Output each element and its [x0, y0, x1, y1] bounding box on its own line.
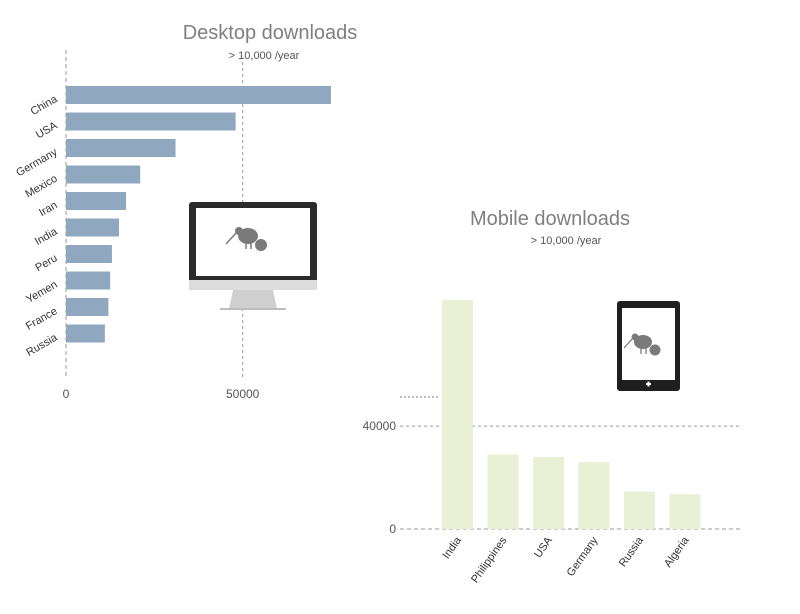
desktop-bar-france — [66, 298, 109, 316]
mobile-category-label: India — [440, 534, 464, 561]
tablet-kiwi-icon — [617, 301, 680, 391]
desktop-category-label: Russia — [24, 331, 60, 359]
desktop-category-label: Mexico — [23, 173, 59, 201]
desktop-bar-russia — [66, 324, 105, 343]
desktop-category-label: Peru — [33, 252, 59, 274]
desktop-chart-subtitle: > 10,000 /year — [229, 50, 300, 62]
desktop-bar-yemen — [66, 271, 111, 290]
mobile-category-label: Germany — [565, 534, 601, 578]
desktop-x-tick-label: 0 — [63, 387, 70, 401]
desktop-category-label: USA — [34, 119, 60, 141]
desktop-category-label: Yemen — [24, 279, 59, 306]
desktop-bar-germany — [66, 139, 176, 157]
mobile-category-label: USA — [532, 534, 555, 560]
mobile-bar-russia — [624, 491, 655, 529]
mobile-category-label: Algeria — [662, 534, 692, 570]
desktop-monitor-kiwi-icon — [189, 202, 317, 310]
desktop-bar-iran — [66, 192, 127, 210]
mobile-category-label: Russia — [617, 534, 647, 569]
desktop-bar-china — [66, 86, 331, 104]
desktop-x-tick-label: 50000 — [226, 387, 260, 401]
desktop-category-label: Iran — [37, 199, 59, 219]
desktop-bar-usa — [66, 112, 236, 131]
mobile-bar-germany — [578, 462, 610, 529]
desktop-category-label: India — [33, 225, 60, 248]
desktop-bar-peru — [66, 245, 112, 263]
desktop-category-label: France — [24, 305, 60, 333]
desktop-chart-title: Desktop downloads — [183, 22, 358, 44]
mobile-bar-algeria — [669, 494, 701, 529]
desktop-downloads-chart: Desktop downloads > 10,000 /year ChinaUS… — [14, 22, 357, 401]
mobile-category-label: Philippines — [469, 534, 510, 585]
mobile-downloads-chart: Mobile downloads > 10,000 /year India Phi… — [363, 208, 742, 585]
mobile-y-tick-label: 40000 — [363, 419, 397, 433]
mobile-bar-usa — [533, 456, 564, 529]
mobile-bar-philippines — [487, 454, 519, 529]
desktop-bar-india — [66, 218, 119, 237]
mobile-y-tick-label: 0 — [389, 522, 396, 536]
desktop-bar-mexico — [66, 165, 141, 184]
mobile-chart-title: Mobile downloads — [470, 208, 630, 230]
desktop-category-label: China — [29, 93, 61, 118]
mobile-chart-subtitle: > 10,000 /year — [531, 235, 602, 247]
mobile-bar-india — [442, 300, 473, 529]
